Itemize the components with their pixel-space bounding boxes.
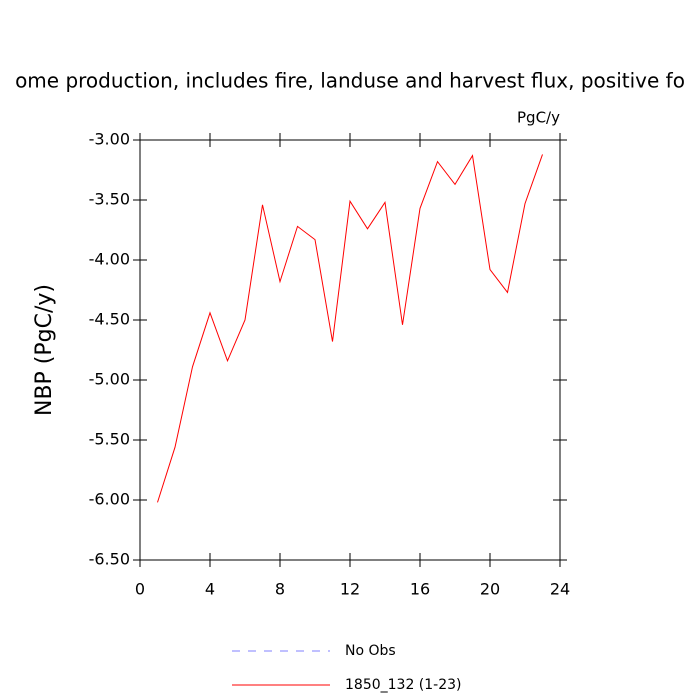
- units-label: PgC/y: [517, 109, 560, 127]
- x-tick-label: 8: [275, 580, 285, 599]
- x-tick-label: 12: [340, 580, 360, 599]
- x-tick-label: 20: [480, 580, 500, 599]
- legend-label: 1850_132 (1-23): [345, 677, 462, 693]
- x-tick-label: 16: [410, 580, 430, 599]
- y-tick-label: -6.50: [89, 550, 130, 569]
- x-tick-label: 24: [550, 580, 570, 599]
- y-axis-label: NBP (PgC/y): [32, 284, 57, 416]
- y-tick-label: -5.50: [89, 430, 130, 449]
- x-tick-label: 4: [205, 580, 215, 599]
- y-tick-label: -4.00: [89, 250, 130, 269]
- y-tick-label: -4.50: [89, 310, 130, 329]
- y-tick-label: -5.00: [89, 370, 130, 389]
- y-tick-label: -3.00: [89, 130, 130, 149]
- legend-label: No Obs: [345, 643, 396, 659]
- y-tick-label: -3.50: [89, 190, 130, 209]
- chart-title: ome production, includes fire, landuse a…: [15, 69, 685, 93]
- x-tick-label: 0: [135, 580, 145, 599]
- y-tick-label: -6.00: [89, 490, 130, 509]
- data-line: [157, 154, 543, 503]
